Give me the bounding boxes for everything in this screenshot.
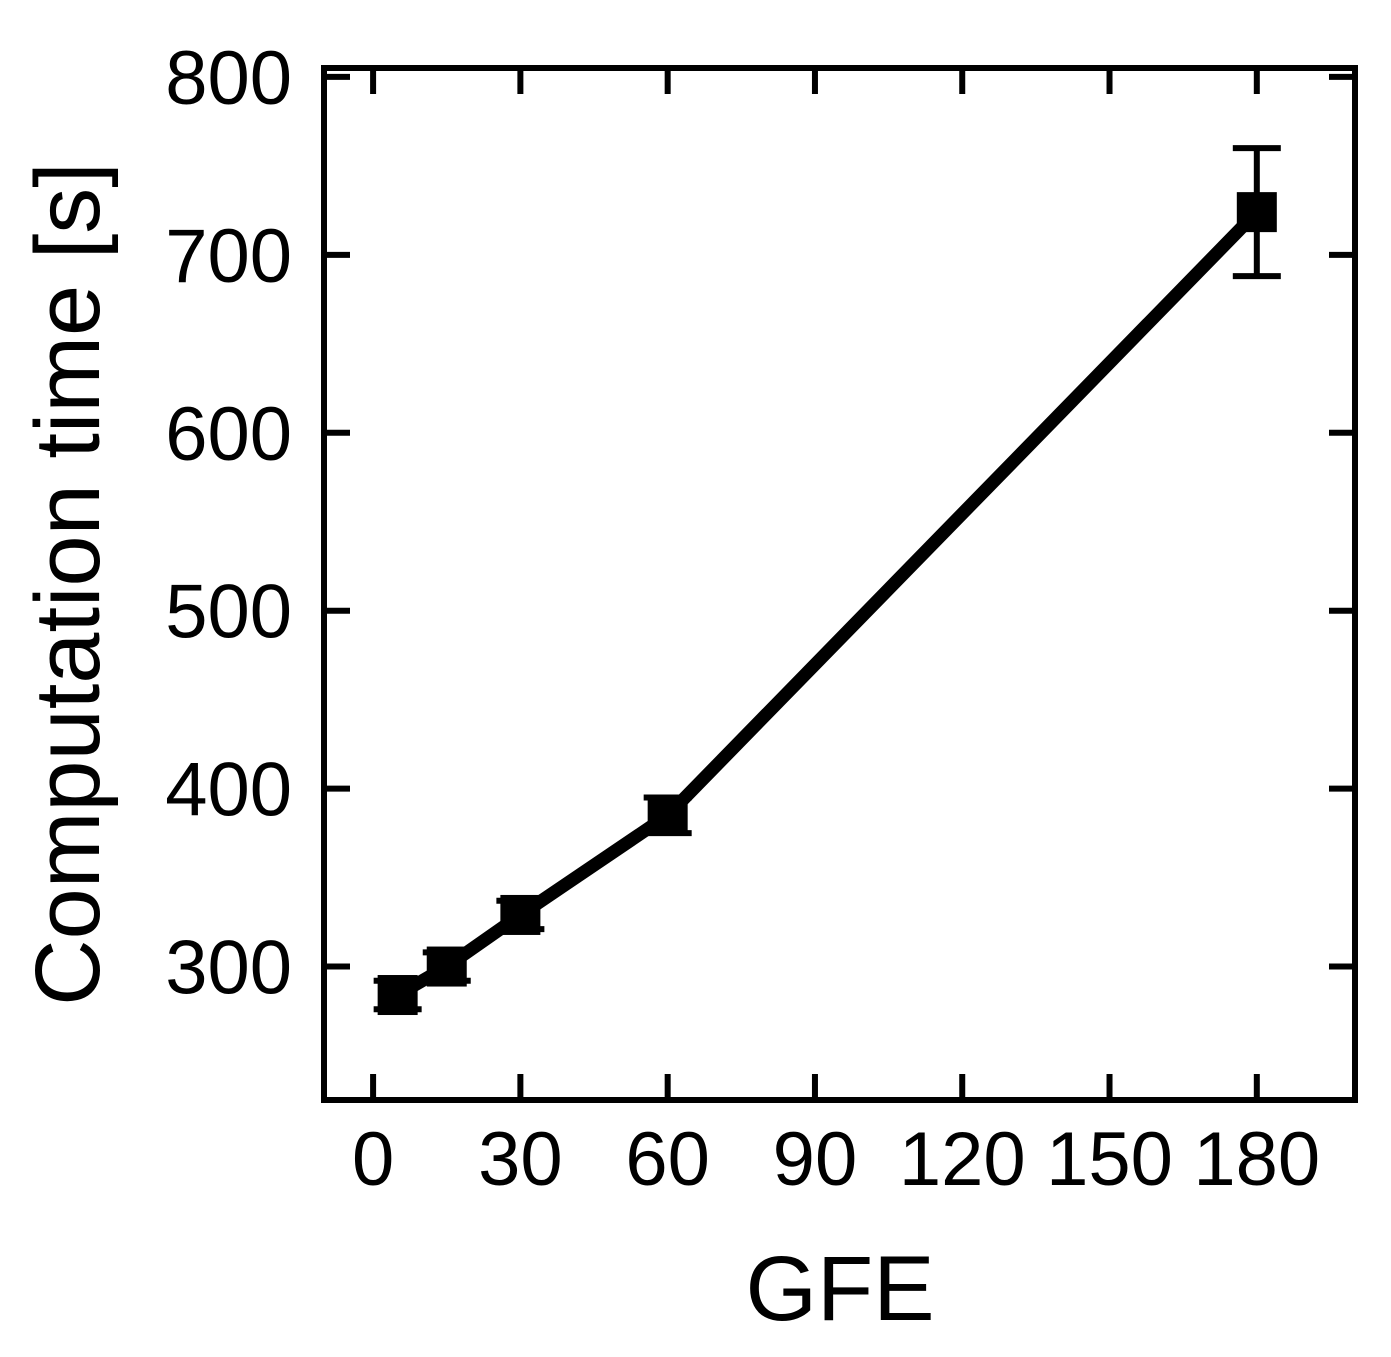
data-point-marker [426,946,467,987]
y-tick-label: 500 [165,570,292,655]
y-ticks [324,73,1355,970]
data-point-marker [377,975,418,1016]
x-tick-label: 90 [773,1117,858,1202]
series-line [391,205,1264,1002]
data-point-marker [1236,192,1277,233]
data-point-marker [500,894,541,935]
y-tick-label: 700 [165,214,292,299]
x-tick-label: 120 [899,1117,1026,1202]
plot-frame [321,65,1358,1103]
y-tick-labels: 300 400 500 600 700 800 [165,36,292,1011]
markers [377,192,1277,1016]
x-tick-label: 30 [478,1117,563,1202]
y-axis-title: Computation time [s] [17,162,119,1006]
series-lines [391,205,1264,1002]
x-axis-title: GFE [745,1238,934,1340]
x-tick-label: 150 [1046,1117,1173,1202]
y-tick-label: 300 [165,926,292,1011]
x-tick-label: 0 [352,1117,394,1202]
data-point-marker [647,795,688,836]
x-tick-label: 60 [625,1117,710,1202]
y-tick-label: 400 [165,748,292,833]
y-tick-label: 800 [165,36,292,121]
x-tick-label: 180 [1193,1117,1320,1202]
x-tick-labels: 0 30 60 90 120 150 180 [352,1117,1320,1202]
y-tick-label: 600 [165,392,292,477]
error-bars [373,145,1281,1013]
x-ticks [370,68,1260,1100]
